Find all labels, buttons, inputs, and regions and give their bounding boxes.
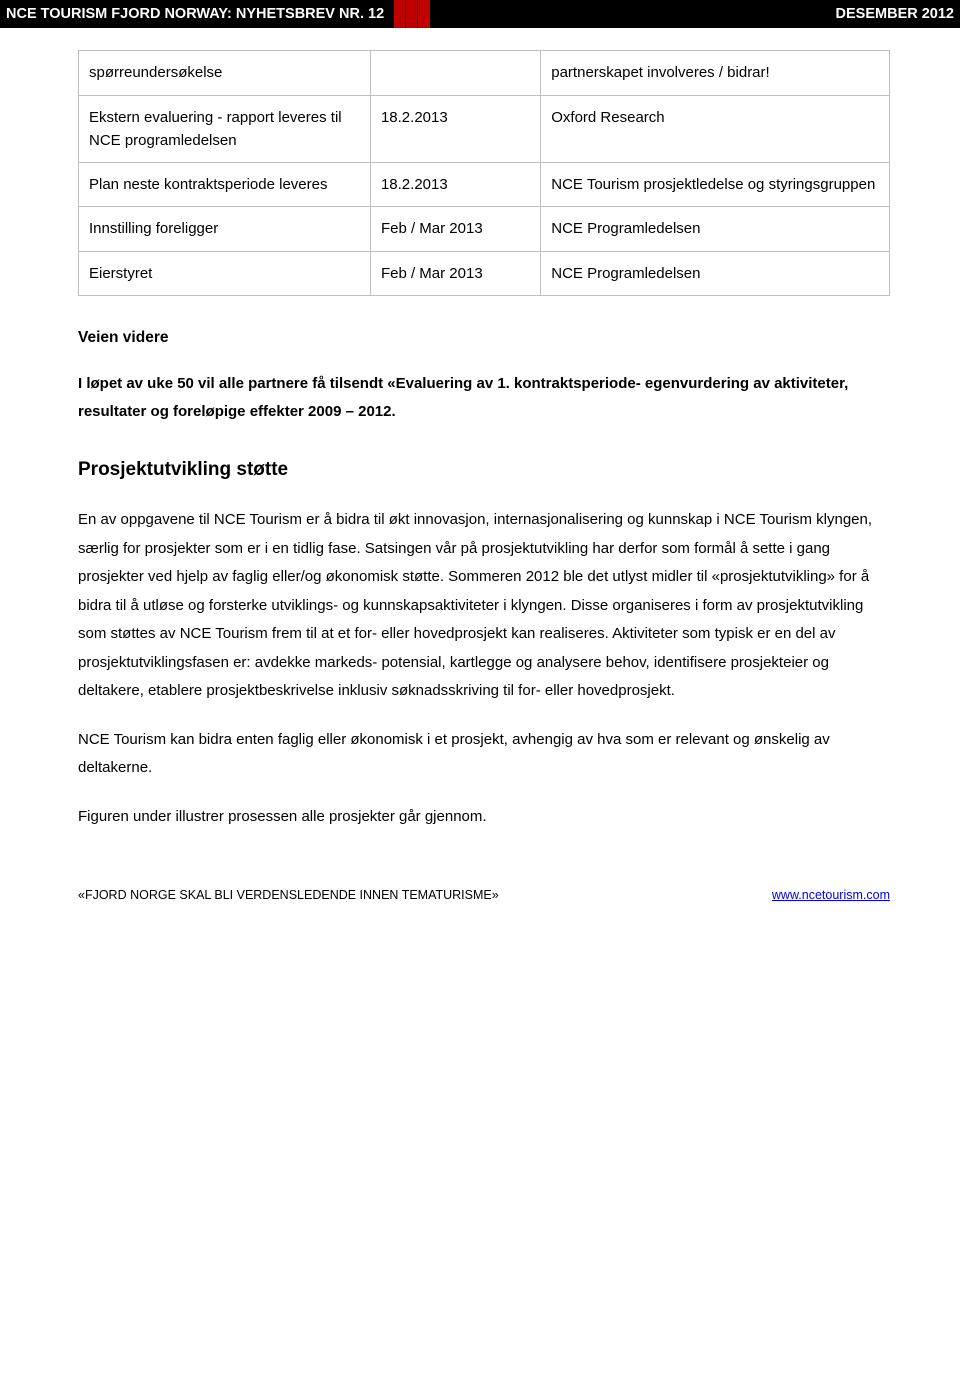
table-row: Innstilling foreligger Feb / Mar 2013 NC… (79, 207, 890, 251)
paragraph-prosjekt-2: NCE Tourism kan bidra enten faglig eller… (78, 726, 890, 783)
table-row: Plan neste kontraktsperiode leveres 18.2… (79, 163, 890, 207)
header-accent-stripes (394, 0, 430, 28)
table-cell: Feb / Mar 2013 (370, 207, 540, 251)
table-cell: Innstilling foreligger (79, 207, 371, 251)
page-header: NCE TOURISM FJORD NORWAY: NYHETSBREV NR.… (0, 0, 960, 28)
table-cell: 18.2.2013 (370, 95, 540, 163)
table-cell: NCE Programledelsen (541, 207, 890, 251)
page-content: spørreundersøkelse partnerskapet involve… (0, 50, 960, 831)
table-cell: Feb / Mar 2013 (370, 251, 540, 295)
table-cell: NCE Tourism prosjektledelse og styringsg… (541, 163, 890, 207)
table-cell: Oxford Research (541, 95, 890, 163)
table-cell: 18.2.2013 (370, 163, 540, 207)
header-title-right: DESEMBER 2012 (430, 0, 960, 28)
table-cell: Ekstern evaluering - rapport leveres til… (79, 95, 371, 163)
table-row: spørreundersøkelse partnerskapet involve… (79, 51, 890, 95)
table-row: Eierstyret Feb / Mar 2013 NCE Programled… (79, 251, 890, 295)
section-heading-prosjekt: Prosjektutvikling støtte (78, 455, 890, 484)
table-cell: NCE Programledelsen (541, 251, 890, 295)
header-title-left: NCE TOURISM FJORD NORWAY: NYHETSBREV NR.… (0, 0, 394, 28)
table-cell (370, 51, 540, 95)
table-cell: Plan neste kontraktsperiode leveres (79, 163, 371, 207)
paragraph-veien: I løpet av uke 50 vil alle partnere få t… (78, 370, 890, 427)
paragraph-prosjekt-3: Figuren under illustrer prosessen alle p… (78, 803, 890, 832)
page-footer: «FJORD NORGE SKAL BLI VERDENSLEDENDE INN… (0, 886, 960, 929)
table-cell: Eierstyret (79, 251, 371, 295)
schedule-table: spørreundersøkelse partnerskapet involve… (78, 50, 890, 296)
section-heading-veien: Veien videre (78, 326, 890, 350)
footer-left: «FJORD NORGE SKAL BLI VERDENSLEDENDE INN… (78, 886, 499, 905)
table-cell: spørreundersøkelse (79, 51, 371, 95)
footer-link[interactable]: www.ncetourism.com (772, 886, 890, 905)
paragraph-prosjekt-1: En av oppgavene til NCE Tourism er å bid… (78, 506, 890, 706)
table-cell: partnerskapet involveres / bidrar! (541, 51, 890, 95)
table-row: Ekstern evaluering - rapport leveres til… (79, 95, 890, 163)
